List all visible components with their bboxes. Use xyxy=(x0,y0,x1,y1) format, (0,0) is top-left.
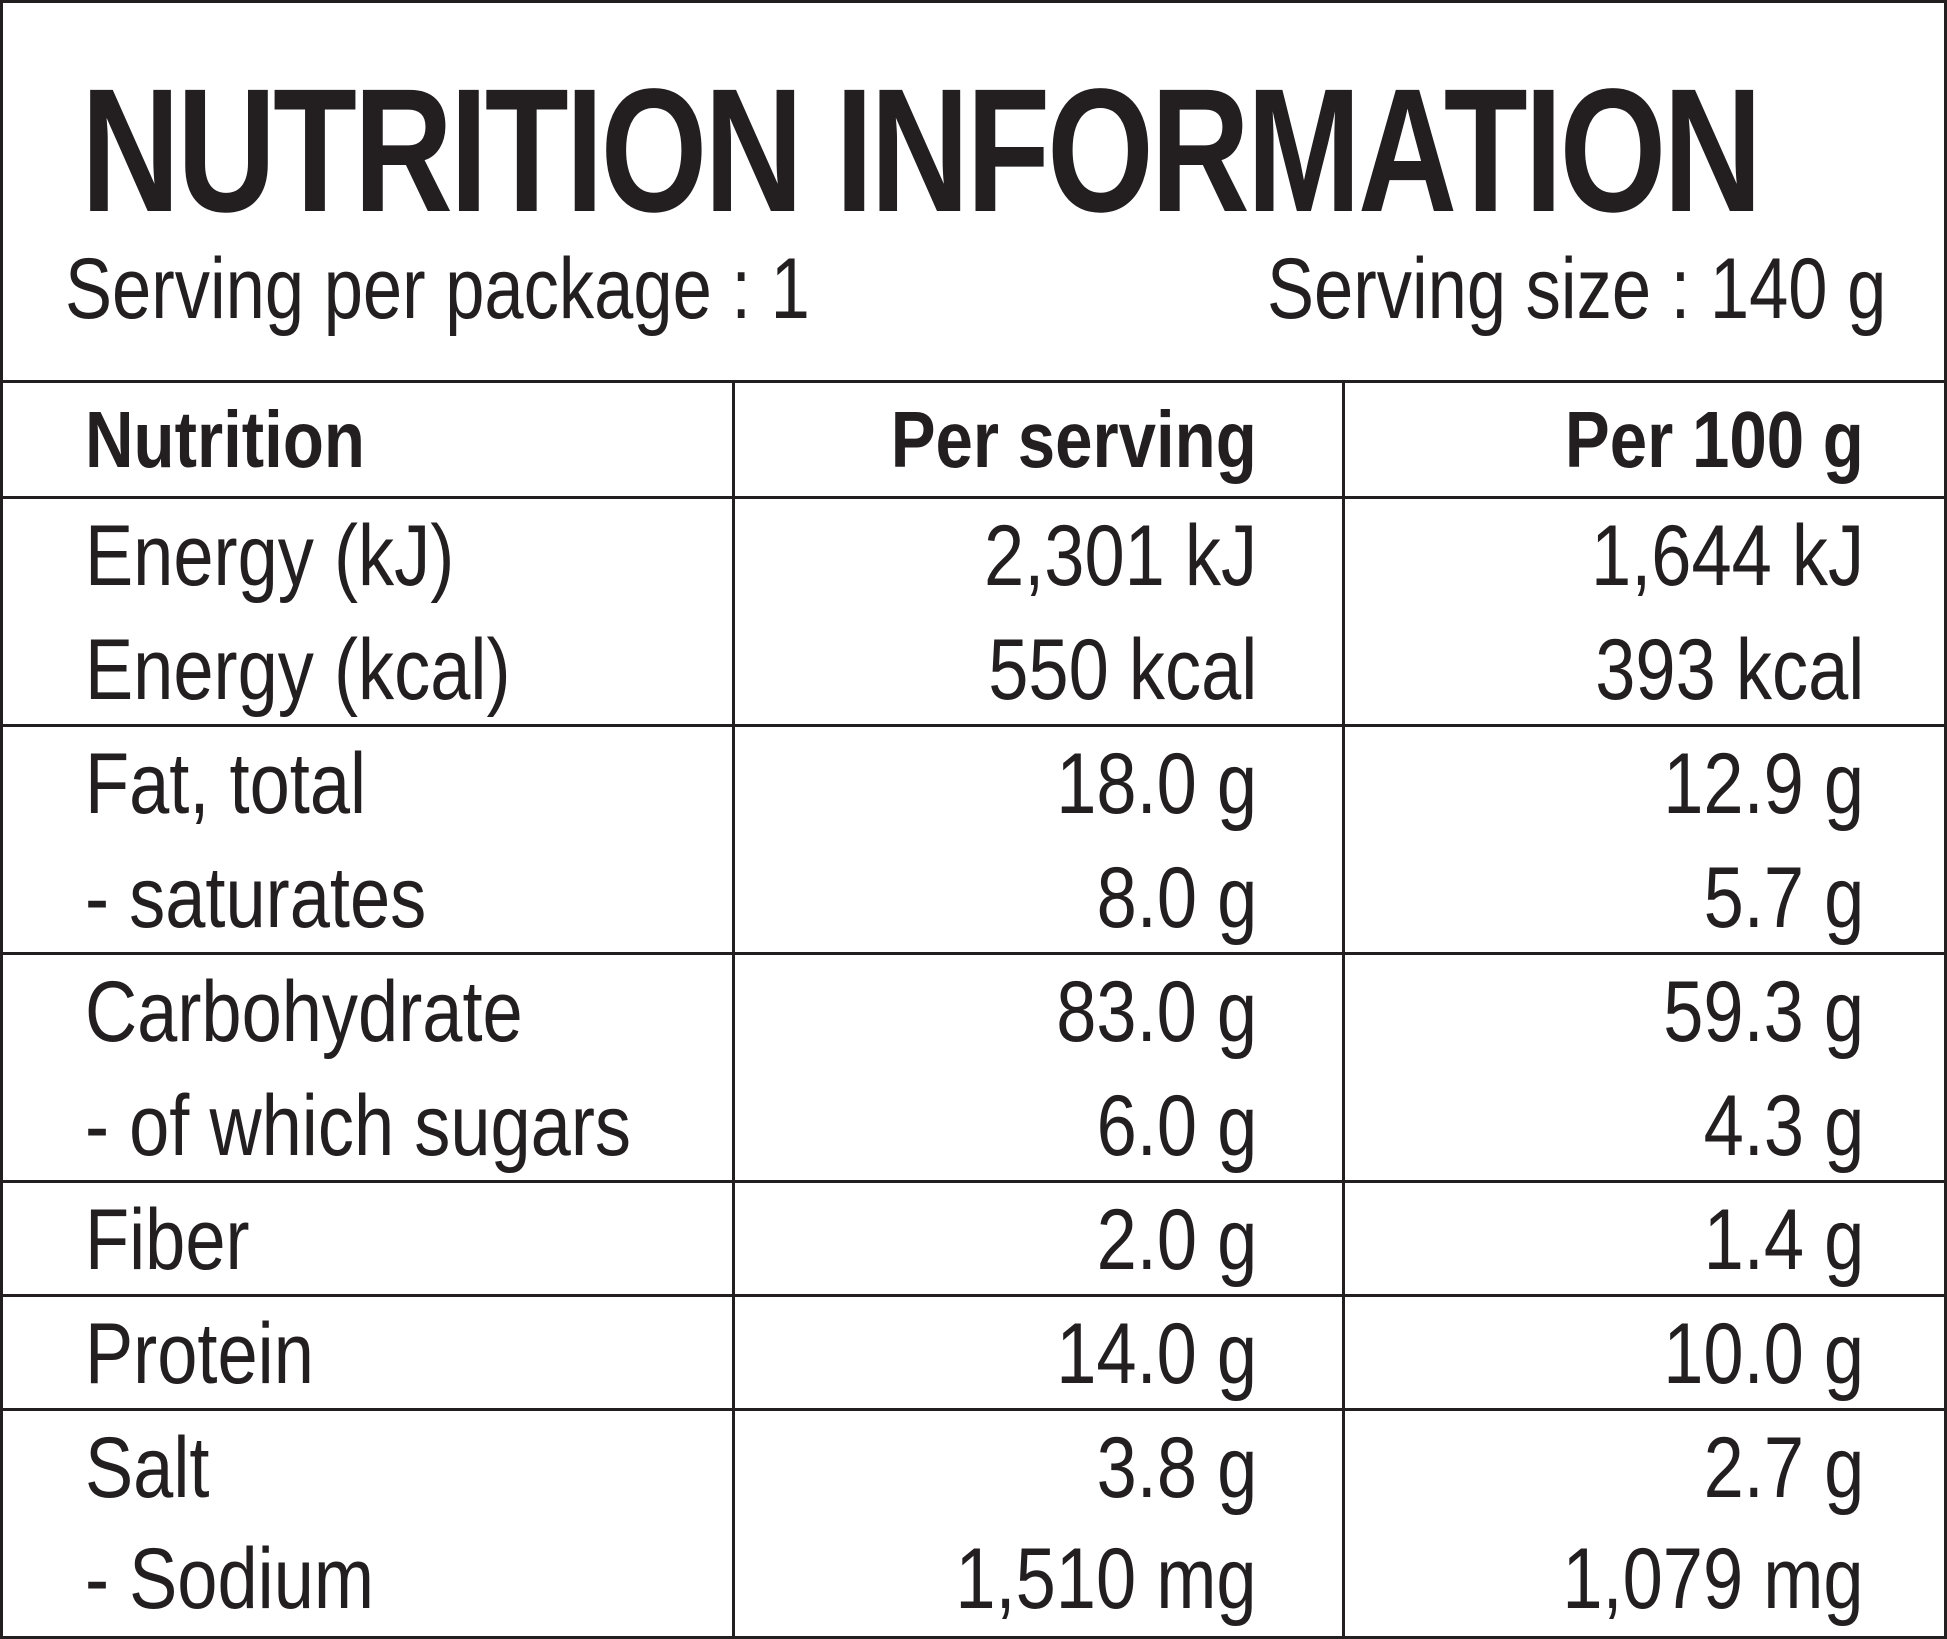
per-serving-value: 6.0 g xyxy=(1096,1078,1257,1174)
per-100g-value: 393 kcal xyxy=(1594,622,1864,718)
nutrient-name: Carbohydrate xyxy=(85,964,523,1060)
per-serving-value: 2,301 kJ xyxy=(983,508,1257,604)
label-title: NUTRITION INFORMATION xyxy=(81,53,1762,249)
column-header-per-serving: Per serving xyxy=(890,395,1257,484)
per-100g-value: 5.7 g xyxy=(1703,850,1864,946)
serving-per-package: Serving per package : 1 xyxy=(65,241,810,337)
per-serving-value: 18.0 g xyxy=(1056,736,1257,832)
column-divider xyxy=(732,382,735,1636)
per-100g-value: 1,644 kJ xyxy=(1590,508,1864,604)
column-header-nutrition: Nutrition xyxy=(85,395,365,484)
per-serving-value: 3.8 g xyxy=(1096,1420,1257,1516)
per-100g-value: 10.0 g xyxy=(1663,1306,1864,1402)
serving-size: Serving size : 140 g xyxy=(1266,241,1886,337)
per-100g-value: 4.3 g xyxy=(1703,1078,1864,1174)
per-100g-value: 1.4 g xyxy=(1703,1192,1864,1288)
nutrient-name: Fiber xyxy=(85,1192,250,1288)
per-100g-value: 1,079 mg xyxy=(1562,1531,1864,1627)
per-serving-value: 14.0 g xyxy=(1056,1306,1257,1402)
per-serving-value: 83.0 g xyxy=(1056,964,1257,1060)
nutrient-name: Energy (kJ) xyxy=(85,508,455,604)
column-header-per-100g: Per 100 g xyxy=(1565,395,1864,484)
group-divider xyxy=(3,1180,1944,1183)
nutrient-name: Salt xyxy=(85,1420,210,1516)
nutrient-name: - Sodium xyxy=(85,1531,375,1627)
table-top-rule xyxy=(3,380,1944,383)
group-divider xyxy=(3,1294,1944,1297)
per-100g-value: 2.7 g xyxy=(1703,1420,1864,1516)
header-divider xyxy=(3,496,1944,499)
per-serving-value: 1,510 mg xyxy=(955,1531,1257,1627)
column-divider xyxy=(1342,382,1345,1636)
nutrient-name: Fat, total xyxy=(85,736,367,832)
per-serving-value: 550 kcal xyxy=(987,622,1257,718)
per-100g-value: 12.9 g xyxy=(1663,736,1864,832)
group-divider xyxy=(3,724,1944,727)
per-serving-value: 8.0 g xyxy=(1096,850,1257,946)
nutrient-name: - of which sugars xyxy=(85,1078,632,1174)
per-100g-value: 59.3 g xyxy=(1663,964,1864,1060)
nutrient-name: - saturates xyxy=(85,850,427,946)
nutrient-name: Energy (kcal) xyxy=(85,622,511,718)
group-divider xyxy=(3,1408,1944,1411)
nutrient-name: Protein xyxy=(85,1306,314,1402)
group-divider xyxy=(3,952,1944,955)
per-serving-value: 2.0 g xyxy=(1096,1192,1257,1288)
